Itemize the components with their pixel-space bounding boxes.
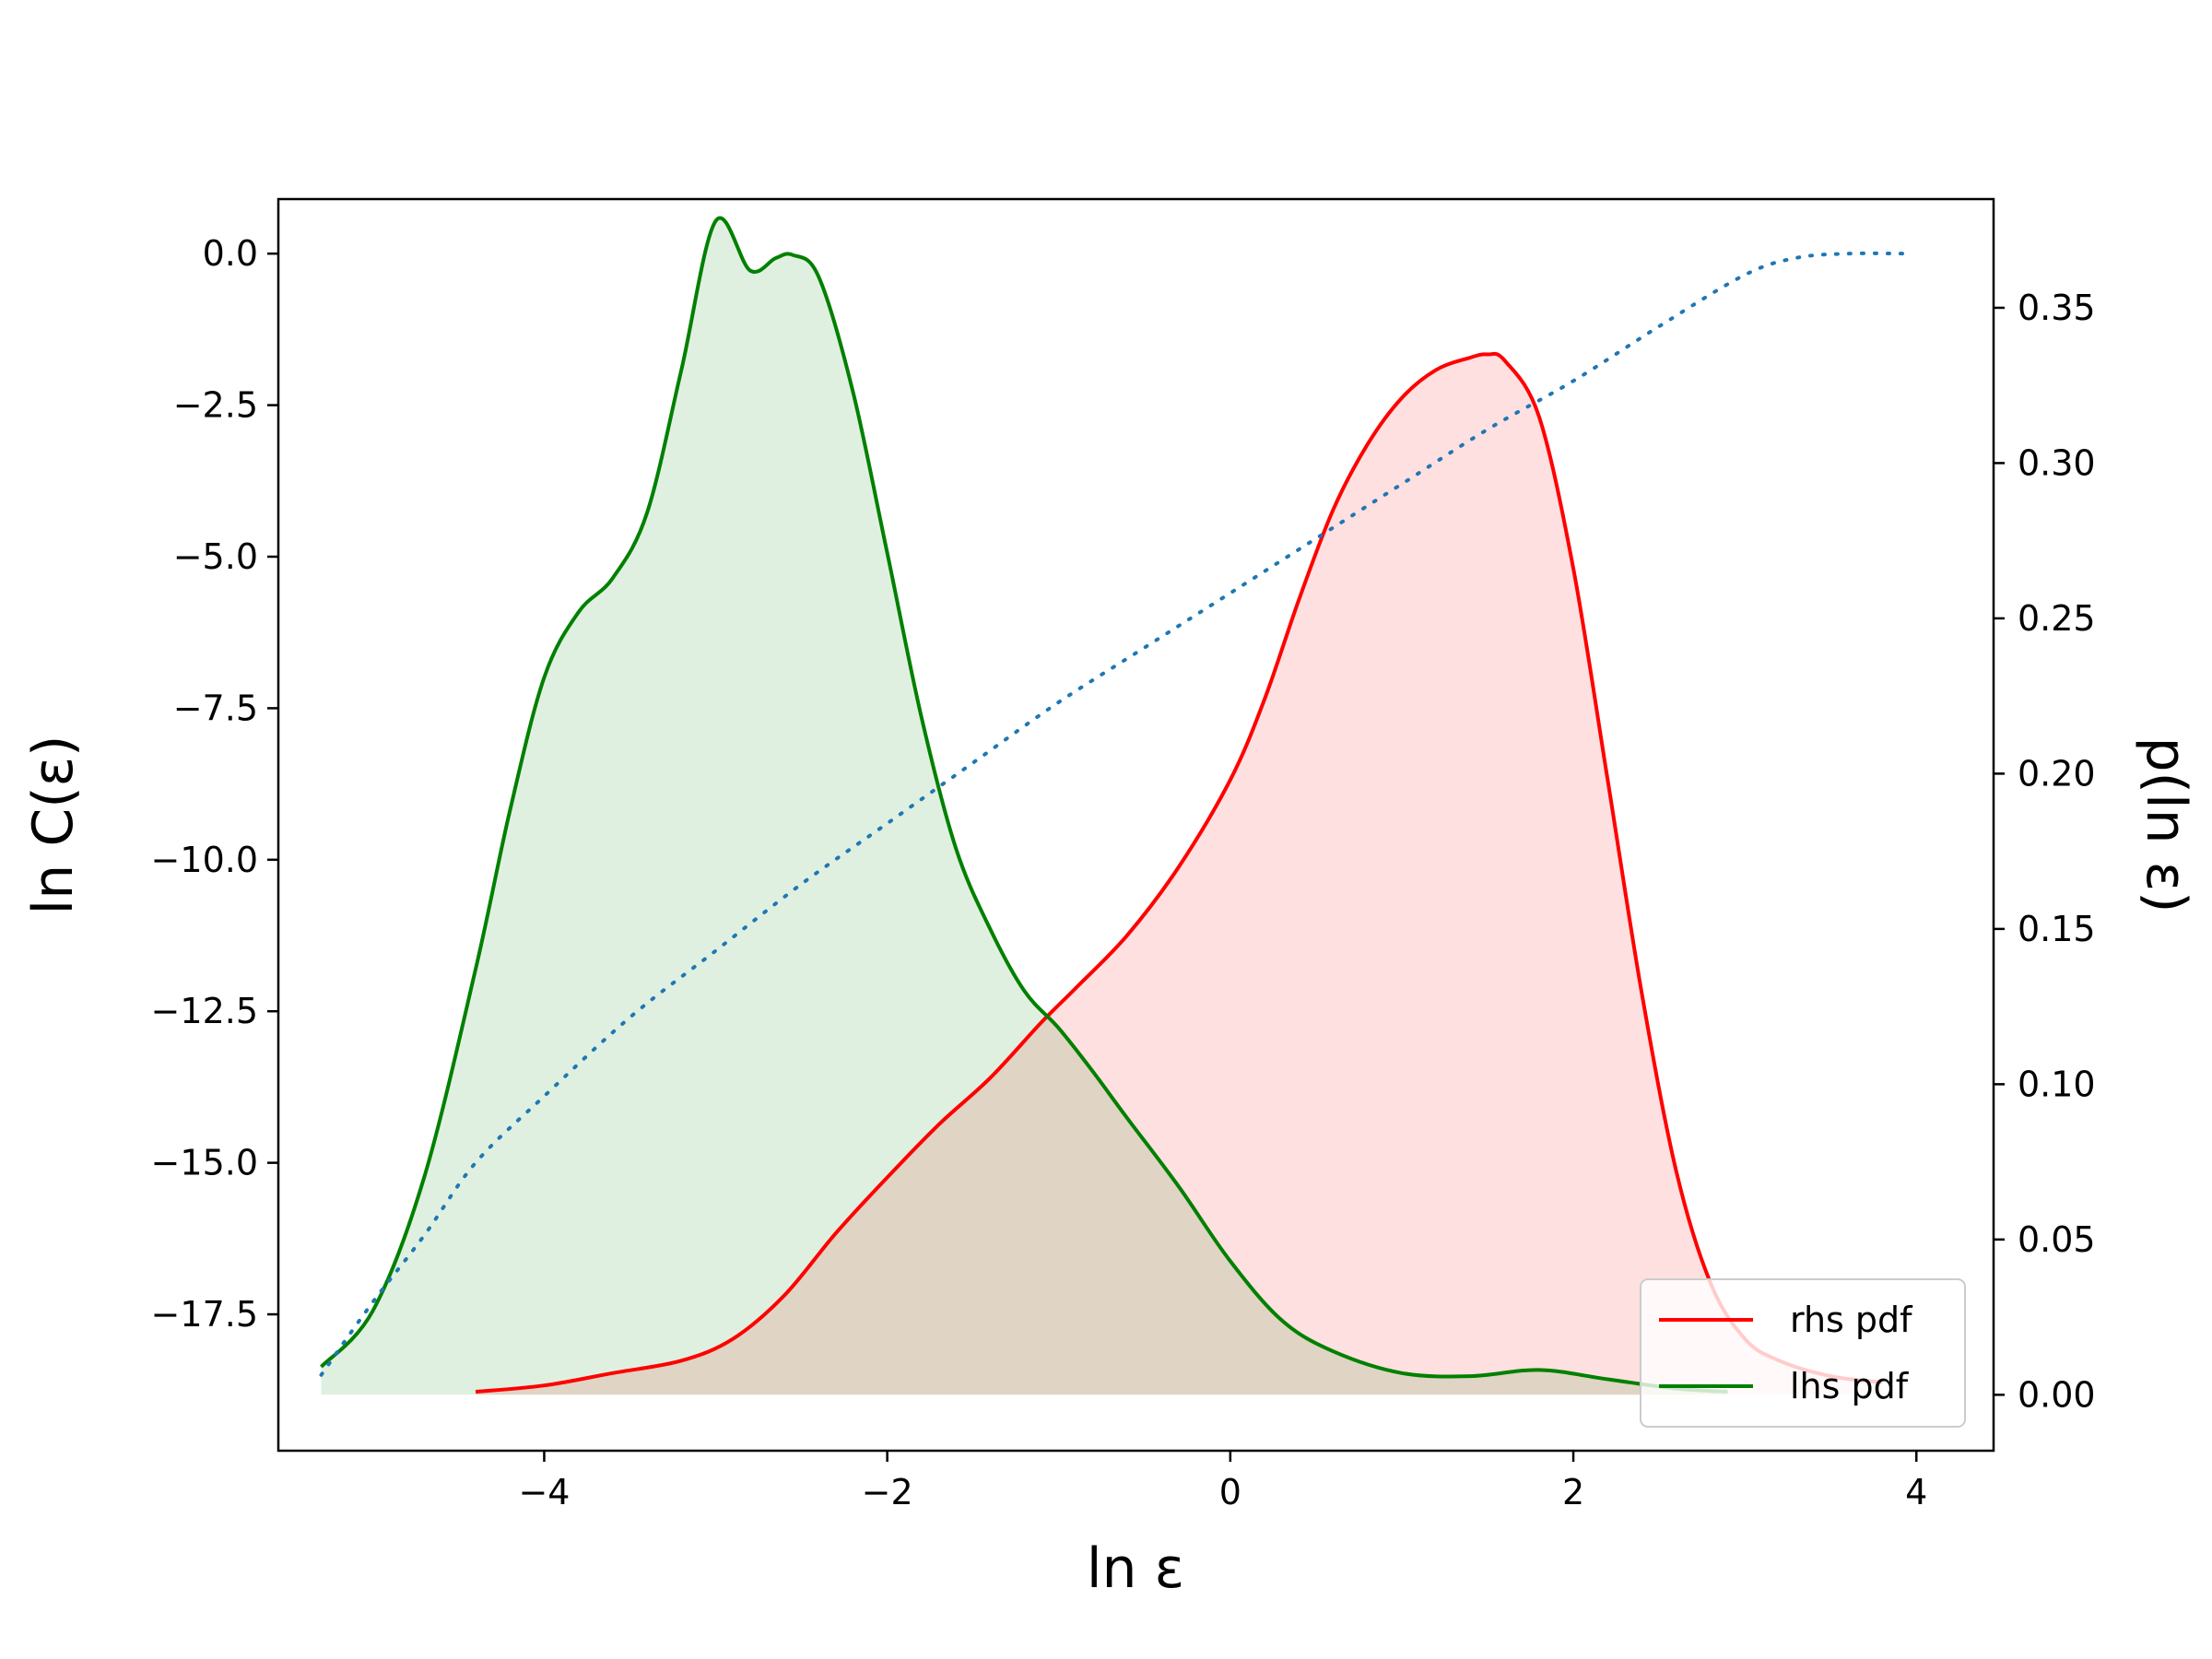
y-left-tick-label: −10.0 bbox=[151, 840, 258, 880]
plot-frame bbox=[276, 197, 1995, 1453]
y-right-tick-label: 0.25 bbox=[2018, 598, 2096, 639]
y-right-tick-label: 0.30 bbox=[2018, 442, 2096, 483]
legend-label-lhs: lhs pdf bbox=[1790, 1366, 1910, 1406]
y-axis-left: 0.0 −2.5 −5.0 −7.5 −10.0 −12.5 −15.0 −17.5 bbox=[151, 233, 278, 1335]
lhs-pdf-line bbox=[320, 216, 1728, 1394]
x-tick-label: −2 bbox=[862, 1472, 913, 1512]
series-lines bbox=[319, 216, 1910, 1394]
y-left-tick-label: −5.0 bbox=[173, 536, 258, 577]
rhs-pdf-area bbox=[476, 353, 1882, 1395]
legend: rhs pdf lhs pdf bbox=[1640, 1278, 1966, 1428]
y-right-tick-label: 0.10 bbox=[2018, 1064, 2096, 1104]
y-right-tick-label: 0.35 bbox=[2018, 288, 2096, 328]
x-tick-label: −4 bbox=[518, 1472, 570, 1512]
y-left-tick-label: −2.5 bbox=[173, 385, 258, 426]
y-right-tick-label: 0.20 bbox=[2018, 753, 2096, 794]
x-axis-label: ln ε bbox=[1087, 1536, 1184, 1601]
cumulative-dotted-line bbox=[319, 251, 1910, 1377]
y-axis-left-label: ln C(ε) bbox=[21, 735, 86, 915]
y-axis-right-label: p(ln ε) bbox=[2134, 736, 2198, 912]
y-axis-right: 0.00 0.05 0.10 0.15 0.20 0.25 0.30 0.35 bbox=[1994, 288, 2096, 1415]
legend-box bbox=[1640, 1278, 1966, 1428]
area-fills bbox=[321, 218, 1882, 1395]
y-left-tick-label: −17.5 bbox=[151, 1294, 258, 1335]
x-tick-label: 0 bbox=[1219, 1472, 1241, 1512]
rhs-pdf-line bbox=[475, 351, 1883, 1394]
y-left-tick-label: −7.5 bbox=[173, 688, 258, 728]
legend-label-rhs: rhs pdf bbox=[1790, 1300, 1913, 1340]
x-tick-label: 2 bbox=[1562, 1472, 1584, 1512]
y-right-tick-label: 0.05 bbox=[2018, 1219, 2096, 1260]
y-left-tick-label: −15.0 bbox=[151, 1143, 258, 1183]
y-right-tick-label: 0.15 bbox=[2018, 909, 2096, 949]
y-right-tick-label: 0.00 bbox=[2018, 1374, 2096, 1415]
y-left-tick-label: 0.0 bbox=[203, 233, 258, 274]
lhs-pdf-area bbox=[321, 218, 1728, 1395]
y-left-tick-label: −12.5 bbox=[151, 991, 258, 1031]
x-tick-label: 4 bbox=[1905, 1472, 1927, 1512]
x-axis: −4 −2 0 2 4 bbox=[518, 1451, 1927, 1512]
